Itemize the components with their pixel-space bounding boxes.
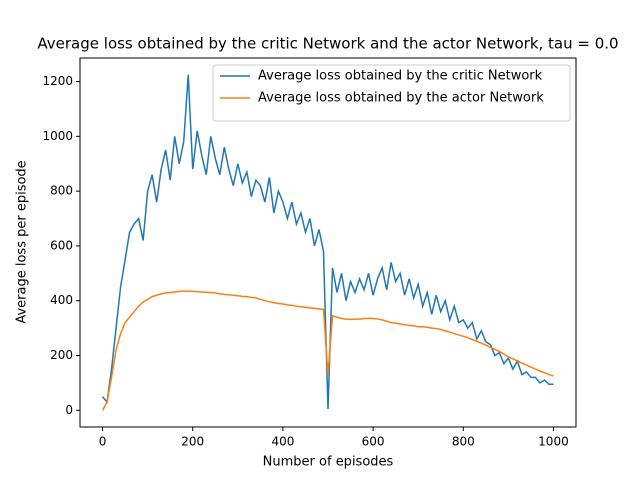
x-axis-label: Number of episodes bbox=[263, 455, 394, 470]
axes-frame bbox=[79, 57, 577, 428]
legend-box bbox=[212, 64, 571, 122]
chart-title: Average loss obtained by the critic Netw… bbox=[37, 35, 618, 53]
y-tick-label: 400 bbox=[50, 293, 73, 307]
y-tick-label: 1000 bbox=[42, 129, 73, 143]
y-tick-label: 800 bbox=[50, 184, 73, 198]
x-tick-label: 600 bbox=[362, 435, 385, 449]
legend-label: Average loss obtained by the critic Netw… bbox=[258, 69, 543, 84]
y-axis-label: Average loss per episode bbox=[15, 160, 30, 323]
y-tick-label: 600 bbox=[50, 238, 73, 252]
x-tick-label: 800 bbox=[452, 435, 475, 449]
data-line bbox=[101, 290, 554, 411]
y-tick-label: 0 bbox=[65, 403, 73, 417]
y-tick-label: 1200 bbox=[42, 74, 73, 88]
x-tick-label: 200 bbox=[181, 435, 204, 449]
data-line bbox=[101, 74, 554, 409]
x-tick-label: 1000 bbox=[538, 435, 569, 449]
y-tick-label: 200 bbox=[50, 348, 73, 362]
x-tick-label: 0 bbox=[99, 435, 107, 449]
legend-label: Average loss obtained by the actor Netwo… bbox=[258, 91, 544, 106]
x-tick-label: 400 bbox=[271, 435, 294, 449]
